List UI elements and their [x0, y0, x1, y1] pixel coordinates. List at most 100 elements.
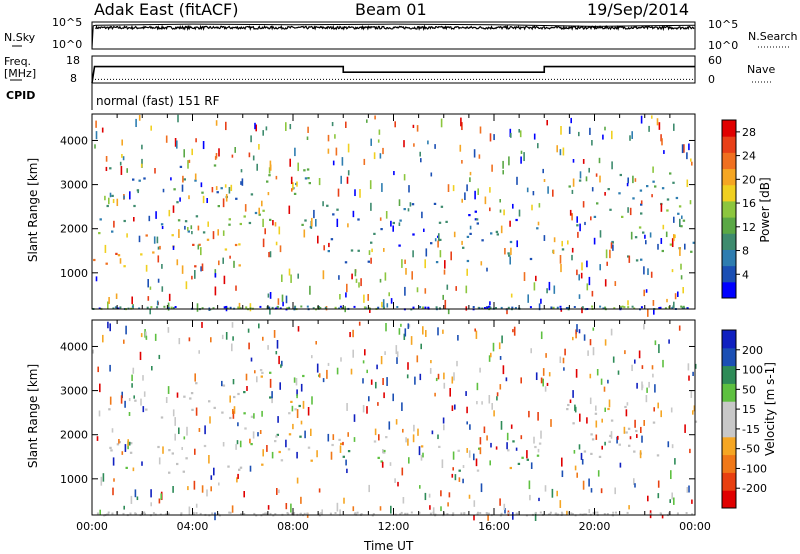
- scatter-speck: [355, 278, 358, 283]
- scatter-cell: [213, 164, 217, 167]
- scatter-speck: [601, 418, 603, 423]
- scatter-speck: [107, 321, 109, 329]
- scatter-cell: [301, 223, 304, 226]
- scatter-speck: [102, 473, 105, 482]
- scatter-speck: [602, 134, 604, 140]
- scatter-cell: [656, 454, 660, 457]
- scatter-speck: [419, 485, 421, 489]
- scatter-cell: [269, 371, 272, 374]
- scatter-speck: [165, 397, 168, 403]
- near-range-cell: [613, 307, 616, 310]
- scatter-speck: [490, 352, 492, 358]
- near-range-cell: [152, 512, 155, 515]
- power-colorbar-swatch: [722, 168, 736, 186]
- near-range-cell: [201, 307, 204, 310]
- scatter-cell: [692, 241, 695, 244]
- scatter-speck: [591, 187, 594, 192]
- scatter-cell: [338, 438, 341, 441]
- scatter-speck: [213, 467, 215, 476]
- scatter-speck: [315, 219, 317, 227]
- near-range-cell: [399, 513, 402, 516]
- scatter-speck: [576, 269, 578, 276]
- scatter-cell: [228, 218, 231, 221]
- scatter-speck: [526, 187, 529, 193]
- scatter-speck: [661, 138, 663, 146]
- scatter-speck: [513, 326, 516, 336]
- velocity-colorbar-tick-label: 100: [742, 364, 763, 377]
- scatter-speck: [300, 383, 303, 392]
- scatter-speck: [652, 166, 654, 173]
- scatter-cell: [583, 450, 587, 453]
- velocity-colorbar-swatch: [722, 383, 736, 402]
- scatter-cell: [495, 230, 499, 233]
- scatter-cell: [217, 205, 220, 208]
- x-tick-label: 20:00: [579, 520, 611, 533]
- scatter-cell: [383, 451, 386, 454]
- scatter-speck: [265, 126, 268, 131]
- scatter-speck: [560, 308, 563, 312]
- scatter-speck: [335, 147, 338, 156]
- scatter-speck: [147, 279, 149, 288]
- scatter-speck: [214, 273, 217, 278]
- scatter-speck: [610, 431, 613, 439]
- scatter-speck: [379, 217, 382, 221]
- scatter-speck: [277, 416, 279, 423]
- scatter-speck: [683, 144, 685, 153]
- near-range-cell: [500, 306, 503, 309]
- scatter-speck: [222, 230, 225, 236]
- scatter-speck: [681, 215, 683, 219]
- scatter-speck: [571, 189, 574, 194]
- scatter-cell: [666, 209, 669, 212]
- scatter-cell: [332, 213, 335, 216]
- scatter-cell: [591, 438, 595, 441]
- near-range-cell: [269, 512, 272, 515]
- scatter-speck: [201, 485, 204, 493]
- scatter-speck: [662, 224, 665, 230]
- near-range-cell: [172, 307, 175, 310]
- scatter-speck: [208, 455, 210, 464]
- scatter-cell: [474, 210, 477, 213]
- scatter-cell: [233, 395, 236, 399]
- scatter-speck: [632, 175, 634, 184]
- scatter-speck: [363, 294, 365, 303]
- velocity-panel-frame: [91, 319, 696, 516]
- scatter-cell: [108, 408, 111, 411]
- near-range-cell: [377, 306, 380, 309]
- scatter-speck: [626, 402, 629, 406]
- scatter-cell: [195, 382, 198, 385]
- scatter-speck: [590, 216, 592, 221]
- scatter-speck: [172, 486, 174, 493]
- near-range-cell: [167, 307, 170, 310]
- scatter-cell: [640, 212, 643, 215]
- scatter-speck: [150, 489, 152, 498]
- scatter-cell: [678, 205, 682, 208]
- scatter-speck: [368, 396, 370, 402]
- scatter-speck: [413, 424, 415, 432]
- scatter-speck: [489, 187, 491, 193]
- scatter-speck: [499, 356, 502, 360]
- scatter-speck: [452, 451, 455, 460]
- near-range-cell: [680, 305, 683, 308]
- scatter-speck: [224, 184, 227, 188]
- scatter-speck: [358, 321, 361, 326]
- scatter-speck: [259, 430, 262, 435]
- scatter-speck: [419, 373, 422, 381]
- near-range-cell: [476, 512, 479, 515]
- scatter-speck: [94, 144, 96, 149]
- scatter-speck: [469, 177, 471, 183]
- scatter-speck: [453, 231, 456, 238]
- scatter-speck: [531, 204, 533, 211]
- scatter-speck: [546, 288, 548, 294]
- x-tick-label: 16:00: [478, 520, 510, 533]
- scatter-speck: [593, 237, 596, 245]
- scatter-cell: [635, 259, 639, 262]
- scatter-speck: [629, 135, 631, 141]
- scatter-speck: [347, 432, 349, 437]
- near-range-cell: [253, 512, 256, 515]
- scatter-speck: [440, 490, 442, 497]
- power-colorbar-label: Power [dB]: [758, 177, 772, 243]
- scatter-speck: [520, 150, 523, 154]
- nsky-noise: [95, 24, 695, 32]
- scatter-cell: [280, 459, 284, 462]
- scatter-speck: [478, 154, 481, 159]
